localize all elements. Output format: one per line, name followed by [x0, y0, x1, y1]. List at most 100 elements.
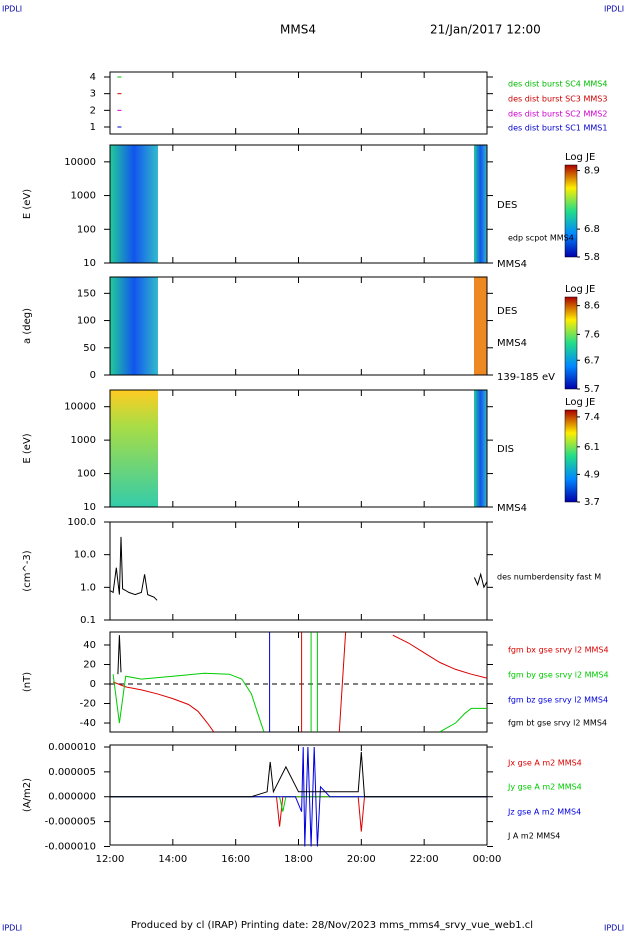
- y-tick-label: 10000: [64, 157, 96, 168]
- legend-entry: des dist burst SC3 MMS3: [508, 95, 607, 104]
- annotation: MMS4: [497, 338, 527, 349]
- y-tick-label: 0.000000: [48, 792, 96, 803]
- legend-entry: des dist burst SC1 MMS1: [508, 124, 607, 133]
- corner: IPDLI: [604, 924, 624, 933]
- y-tick-label: 0: [90, 679, 96, 690]
- annotation: 139-185 eV: [497, 372, 555, 383]
- y-tick-label: 100.0: [67, 517, 96, 528]
- panel-frame: [109, 71, 488, 135]
- y-tick-label: 10: [83, 258, 96, 269]
- y-tick-label: 0.000005: [48, 767, 96, 778]
- panel-frame: [109, 144, 488, 264]
- spectrogram-block: [474, 277, 487, 375]
- spectrogram-block: [110, 390, 158, 507]
- y-tick-label: 2: [90, 105, 96, 116]
- legend-entry: fgm bt gse srvy l2 MMS4: [508, 719, 607, 728]
- data-line: [110, 746, 487, 847]
- y-axis-label: (nT): [22, 672, 33, 692]
- y-tick-label: 10000: [64, 402, 96, 413]
- colorbar-tick-label: 4.9: [584, 469, 600, 480]
- colorbar: [564, 296, 578, 390]
- data-line: [112, 632, 487, 733]
- x-tick-label: 14:00: [158, 854, 187, 865]
- x-tick-label: 12:00: [96, 854, 125, 865]
- corner: IPDLI: [2, 924, 22, 933]
- data-line: [110, 751, 487, 798]
- y-tick-label: 4: [90, 72, 96, 83]
- y-tick-label: 3: [90, 89, 96, 100]
- spectrogram-block: [474, 145, 487, 263]
- x-tick-label: 22:00: [410, 854, 439, 865]
- y-tick-label: 10: [83, 502, 96, 513]
- y-tick-label: 100: [77, 316, 96, 327]
- data-line: [117, 635, 122, 675]
- data-line: [109, 536, 488, 601]
- panel-frame: [109, 631, 488, 733]
- colorbar-label: Log JE: [565, 284, 595, 295]
- annotation: DES: [497, 200, 517, 211]
- y-axis-label: (A/m2): [22, 778, 33, 812]
- y-tick-label: 50: [83, 343, 96, 354]
- colorbar-tick-label: 7.4: [584, 412, 600, 423]
- data-line: [110, 796, 487, 832]
- annotation: DES: [497, 306, 517, 317]
- colorbar-tick-label: 5.7: [584, 384, 600, 395]
- legend-entry: Jy gse A m2 MMS4: [507, 783, 582, 792]
- annotation: edp scpot MMS4: [508, 234, 574, 243]
- colorbar: [564, 409, 578, 503]
- annotation: MMS4: [497, 259, 527, 270]
- spectrogram-block: [110, 277, 158, 375]
- y-tick-label: -40: [80, 718, 96, 729]
- y-tick-label: 1000: [71, 435, 96, 446]
- legend-entry: des dist burst SC2 MMS2: [508, 110, 607, 119]
- y-tick-label: 100: [77, 469, 96, 480]
- y-tick-label: 1: [90, 122, 96, 133]
- y-tick-label: 1000: [71, 191, 96, 202]
- legend-entry: fgm by gse srvy l2 MMS4: [508, 671, 609, 680]
- colorbar-tick-label: 6.1: [584, 442, 600, 453]
- annotation: DIS: [497, 444, 514, 455]
- title: MMS4: [280, 23, 316, 37]
- annotation: MMS4: [497, 503, 527, 514]
- colorbar-tick-label: 8.9: [584, 166, 600, 177]
- corner: IPDLI: [604, 5, 624, 14]
- colorbar-tick-label: 6.8: [584, 224, 600, 235]
- y-tick-label: 0.1: [80, 615, 96, 626]
- y-axis-label: a (deg): [22, 308, 33, 344]
- colorbar-tick-label: 3.7: [584, 497, 600, 508]
- colorbar: [564, 164, 578, 258]
- panel-frame: [109, 276, 488, 376]
- y-tick-label: 20: [83, 659, 96, 670]
- data-line: [112, 632, 488, 733]
- y-axis-label: (cm^-3): [22, 550, 33, 591]
- colorbar-label: Log JE: [565, 397, 595, 408]
- x-tick-label: 16:00: [221, 854, 250, 865]
- y-tick-label: -0.000005: [45, 817, 96, 828]
- panel-frame: [109, 521, 488, 621]
- legend-entry: Jx gse A m2 MMS4: [507, 759, 582, 768]
- colorbar-tick-label: 6.7: [584, 355, 600, 366]
- panel-frame: [109, 389, 488, 508]
- y-axis-label: E (eV): [22, 189, 33, 219]
- legend-entry: fgm bx gse srvy l2 MMS4: [508, 646, 609, 655]
- x-tick-label: 00:00: [473, 854, 502, 865]
- annotation: des numberdensity fast M: [497, 573, 601, 582]
- spectrogram-block: [474, 390, 487, 507]
- y-tick-label: 10.0: [74, 550, 96, 561]
- y-tick-label: 0.000010: [48, 742, 96, 753]
- y-tick-label: -20: [80, 699, 96, 710]
- legend-entry: J A m2 MMS4: [507, 832, 560, 841]
- colorbar-tick-label: 7.6: [584, 329, 600, 340]
- y-axis-label: E (eV): [22, 433, 33, 463]
- colorbar-label: Log JE: [565, 152, 595, 163]
- y-tick-label: 0: [90, 370, 96, 381]
- y-tick-label: 150: [77, 288, 96, 299]
- spectrogram-block: [110, 145, 158, 263]
- corner: IPDLI: [2, 5, 22, 14]
- panel-frame: [109, 744, 488, 846]
- legend-entry: fgm bz gse srvy l2 MMS4: [508, 696, 608, 705]
- y-tick-label: 40: [83, 640, 96, 651]
- footer: Produced by cl (IRAP) Printing date: 28/…: [131, 920, 533, 931]
- legend-entry: des dist burst SC4 MMS4: [508, 80, 607, 89]
